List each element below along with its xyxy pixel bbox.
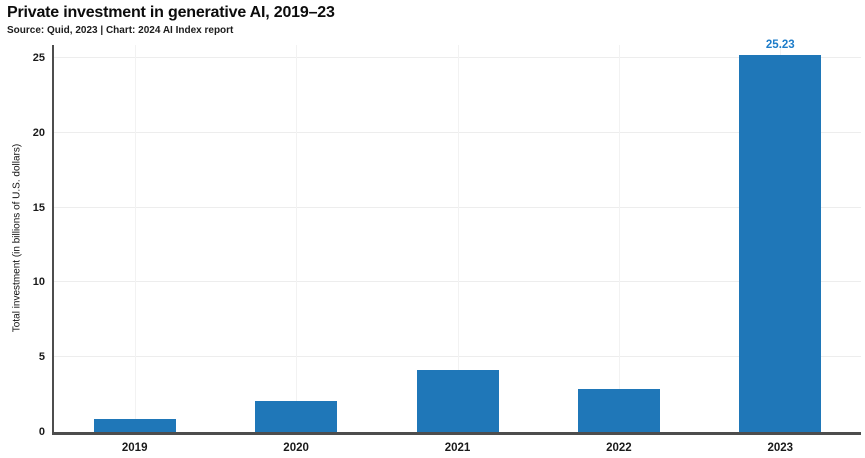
y-axis-title: Total investment (in billions of U.S. do… [11,143,23,333]
vertical-gridline [296,45,298,432]
y-axis-tick-label: 15 [32,201,45,214]
chart-source: Source: Quid, 2023 | Chart: 2024 AI Inde… [7,25,234,36]
x-axis-tick-label: 2019 [121,442,148,454]
bar-2019[interactable] [93,419,176,432]
bar-2021[interactable] [416,369,499,432]
y-axis-tick-label: 0 [38,426,45,438]
x-axis-tick-label: 2022 [606,442,632,454]
bar-value-label: 25.23 [765,38,795,51]
plot-area: 0 5 10 15 20 25 2019 2020 2021 2022 25.23 2023 [33,39,861,454]
vertical-gridline [618,45,620,432]
chart-title: Private investment in generative AI, 201… [7,4,335,21]
vertical-gridline [457,45,459,432]
x-axis-tick-label: 2023 [767,442,794,454]
vertical-gridline [134,45,136,432]
bar-2020[interactable] [255,401,338,432]
x-axis-tick-label: 2021 [444,442,471,454]
bar-2023[interactable] [739,54,822,432]
y-axis-tick-label: 25 [32,52,45,64]
y-axis-tick-label: 5 [38,351,45,364]
x-axis-tick-label: 2020 [283,442,309,454]
bar-2022[interactable] [577,389,660,432]
y-axis-tick-label: 20 [32,126,45,139]
y-axis-tick-label: 10 [32,276,45,289]
